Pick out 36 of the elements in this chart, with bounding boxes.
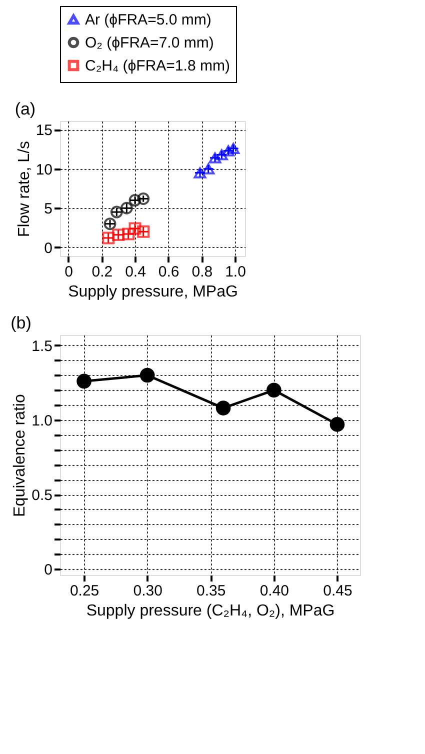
point [137,225,150,238]
y-tick-label: 1.0 [32,412,52,430]
y-tick-label: 1.5 [32,338,52,355]
y-axis-title: Equivalence ratio [12,394,29,517]
y-tick-label: 0.5 [32,487,52,504]
x-axis-title: Supply pressure, MPaG [68,284,238,300]
x-tick-label: 0.2 [92,264,113,280]
y-tick-label: 10 [36,161,52,178]
point [266,382,282,398]
x-tick-label: 0.6 [158,264,180,280]
point [76,374,92,389]
y-axis-title: Flow rate, L/s [16,140,33,238]
x-tick-label: 0.45 [323,582,352,600]
text: (a) [14,100,36,118]
point [104,218,116,230]
text: (b) [10,314,32,332]
x-tick-label: 0.8 [192,264,213,280]
point [140,368,155,383]
legend-label: O₂ (ϕFRA=7.0 mm) [85,34,214,52]
point [330,417,345,432]
legend-label: Ar (ϕFRA=5.0 mm) [85,12,212,28]
point [120,202,133,214]
x-tick-label: 0 [64,264,74,280]
y-tick-label: 0 [44,240,52,257]
x-tick-label: 0.4 [125,264,146,280]
x-tick-label: 1.0 [225,264,246,280]
x-axis-title: Supply pressure (C₂H₄, O₂), MPaG [86,602,335,620]
y-tick-label: 5 [44,200,52,218]
x-tick-label: 0.25 [70,582,100,600]
x-tick-label: 0.40 [260,582,290,600]
x-tick-label: 0.30 [133,582,162,600]
x-tick-label: 0.35 [196,582,226,600]
y-tick-label: 15 [36,122,52,140]
y-tick-label: 0 [44,562,52,579]
legend-label: C₂H₄ (ϕFRA=1.8 mm) [85,58,230,74]
point [216,400,231,416]
